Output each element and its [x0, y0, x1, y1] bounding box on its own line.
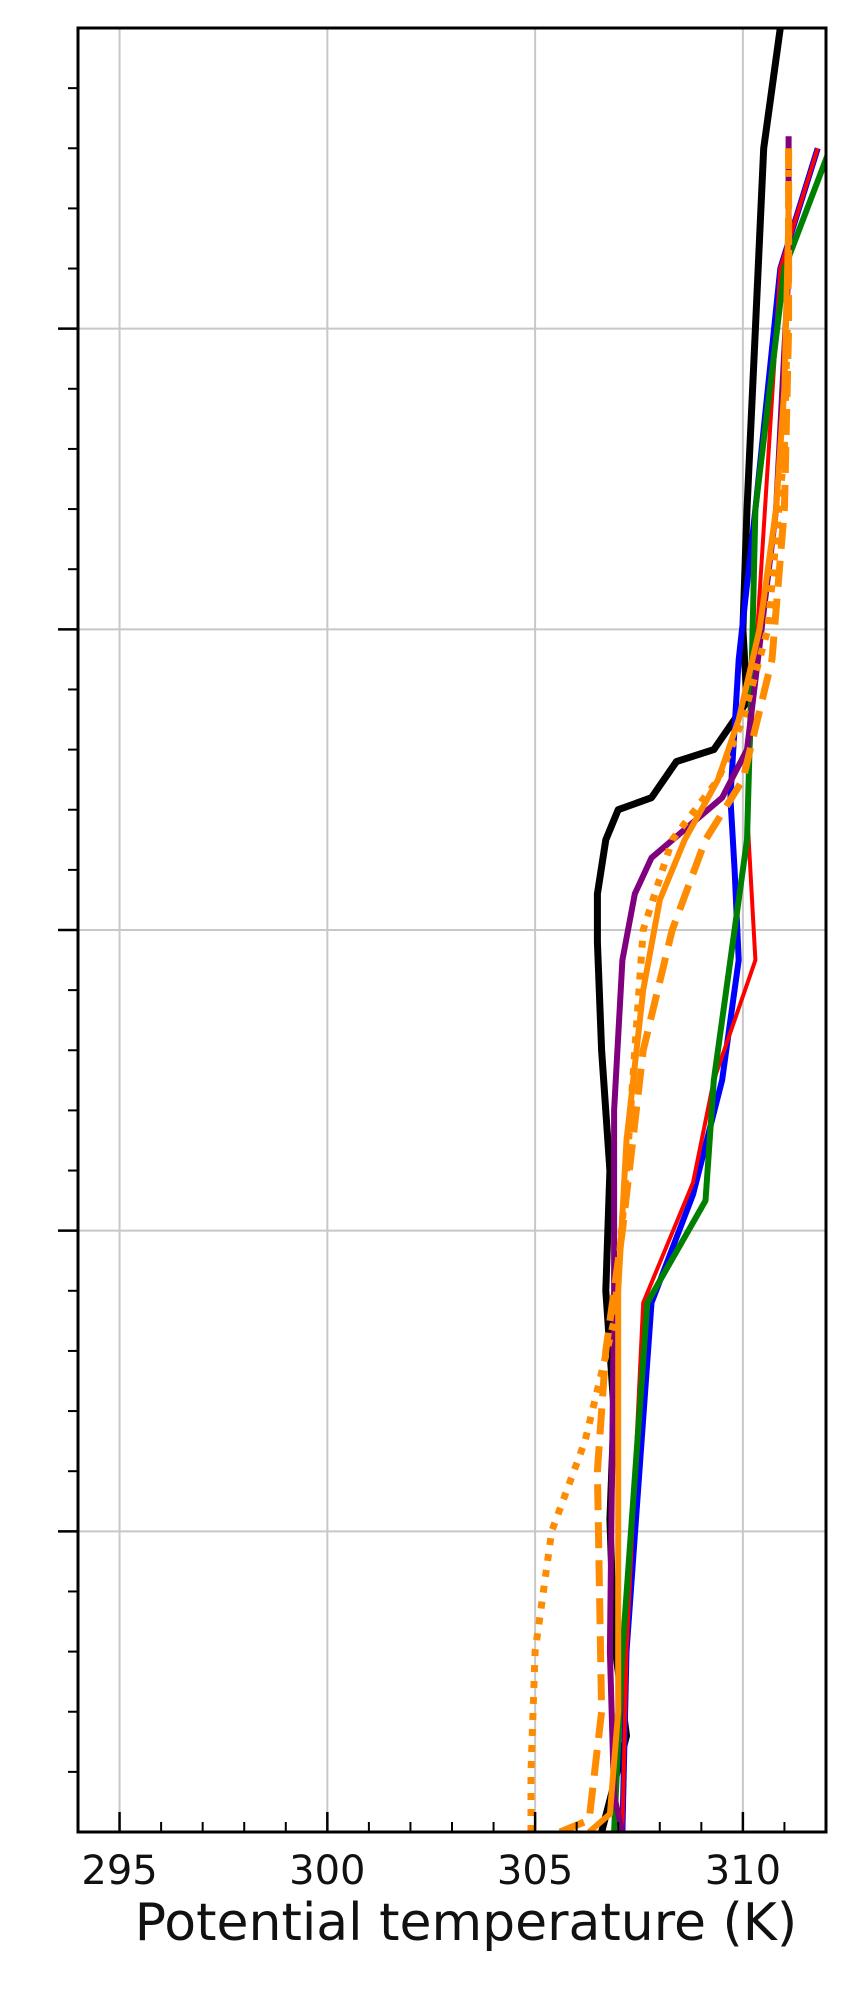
series-line-8 [527, 148, 793, 1832]
series-line-5 [606, 136, 792, 1832]
series-line-7 [558, 148, 793, 1832]
series-line-6 [587, 208, 792, 1832]
x-axis-title: Potential temperature (K) [135, 1893, 797, 1953]
x-tick-label: 305 [497, 1848, 573, 1894]
series-line-4 [611, 150, 826, 1832]
x-tick-label: 295 [81, 1848, 157, 1894]
series-layer [527, 28, 826, 1832]
x-tick-label: 310 [705, 1848, 781, 1894]
grid-layer [78, 28, 826, 1832]
tick-layer: 295 300 305 310 [58, 87, 827, 1894]
x-tick-label: 300 [289, 1848, 365, 1894]
